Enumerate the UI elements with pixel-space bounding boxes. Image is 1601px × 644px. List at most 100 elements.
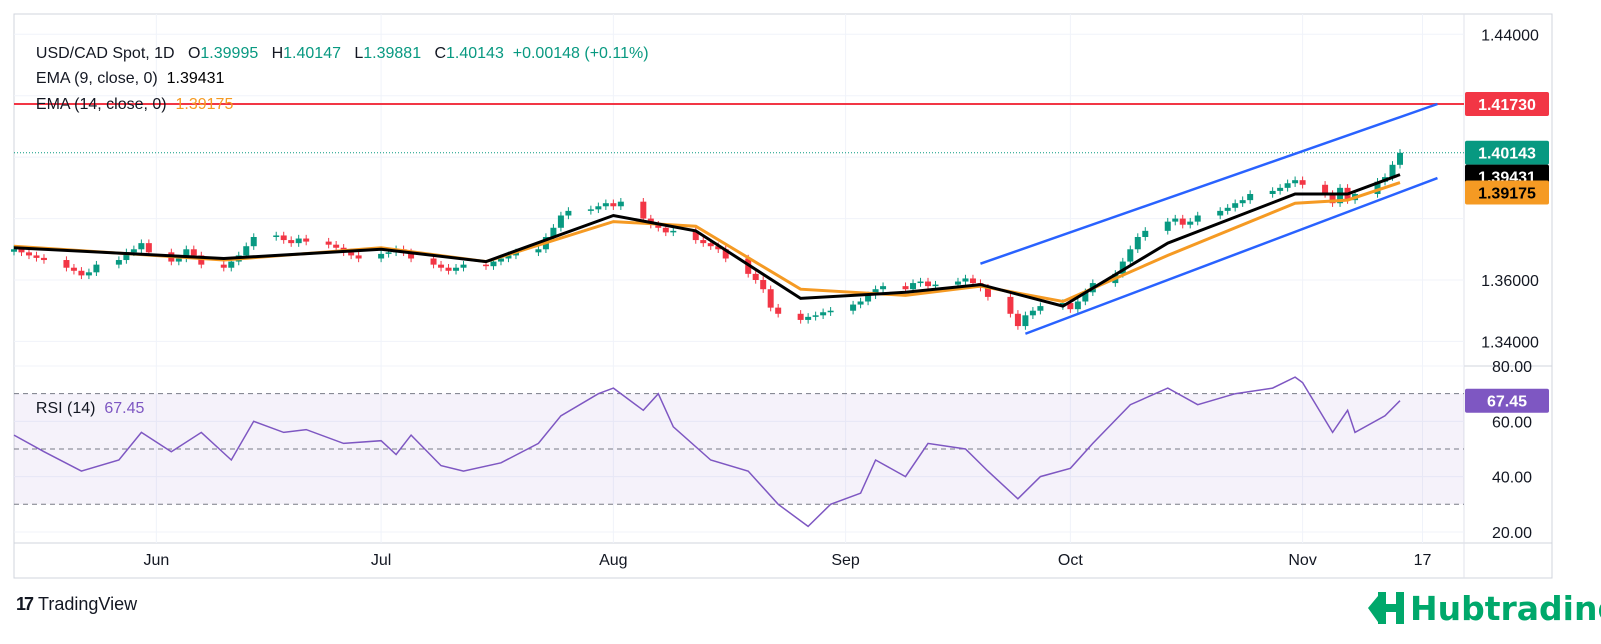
candle-body [1029,310,1036,316]
candle-body [1067,303,1074,310]
price-tick-label: 1.36000 [1481,273,1539,290]
candle-body [1322,184,1329,194]
candle-body [902,286,909,290]
candle-body [505,255,512,259]
candle-body [1217,210,1224,216]
candle-body [25,252,32,256]
candle-body [430,258,437,265]
candle-body [820,312,827,316]
candle-body [408,252,415,259]
candle-body [497,258,504,262]
horizontal-grid [14,33,1464,533]
candle-body [962,278,969,282]
candle-body [932,284,939,287]
price-tick-label: 1.34000 [1481,334,1539,351]
x-tick-label: Jul [371,552,391,569]
candle-body [303,238,310,242]
price-pane-frame [13,13,1553,579]
candle-body [1014,313,1021,327]
x-tick-label: Jun [143,552,169,569]
candle-body [797,313,804,320]
candle-body [1119,261,1126,274]
legend-high-label: H [271,45,284,62]
candle-body [78,270,85,276]
candle-body [385,252,392,254]
candle-body [1299,180,1306,185]
candle-body [557,215,564,228]
candle-body [1194,215,1201,222]
rsi-tick-label: 20.00 [1492,525,1532,542]
candle-body [535,249,542,253]
candle-body [984,287,991,297]
rsi-tick-label: 40.00 [1492,470,1532,487]
candle-body [190,249,197,256]
candle-body [85,272,92,276]
legend-open-label: O [187,45,201,62]
candle-body [700,240,707,244]
candle-body [93,264,100,273]
candle-body [138,243,145,250]
indicator-lines [13,102,1464,528]
candle-body [273,235,280,237]
candle-body [1329,193,1336,204]
rsi-line [13,376,1401,528]
x-tick-label: Oct [1058,552,1083,569]
candle-body [145,243,152,253]
candle-body [595,206,602,210]
hubtrading-h-icon [1368,592,1404,624]
candle-body [1277,187,1284,191]
price-tag-label-resistance: 1.41730 [1478,97,1536,114]
hubtrading-wordmark: Hubtrading [1410,588,1601,628]
x-tick-label: 17 [1414,552,1432,569]
candle-body [1134,236,1141,250]
legend-row-rsi: RSI (14) 67.45 [27,382,145,418]
candle-body [692,230,699,241]
candle-body [910,283,917,290]
candle-body [198,255,205,265]
candle-body [63,260,70,268]
candle-body [857,301,864,305]
candle-body [175,258,182,262]
candle-body [1022,315,1029,327]
candle-body [453,267,460,271]
legend-open: 1.39995 [200,45,259,62]
candle-body [243,246,250,256]
candle-body [355,255,362,259]
candle-body [490,261,497,267]
candle-body [228,261,235,268]
legend-rsi-value: 67.45 [104,400,145,417]
candle-body [1187,221,1194,225]
candle-body [1239,200,1246,204]
ema14-line [13,181,1401,304]
price-tag-resistance [1465,91,1549,116]
price-tag-ema14 [1465,180,1549,205]
channel-lower-line [1024,176,1438,335]
candle-body [1389,164,1396,178]
legend-close: 1.40143 [446,45,504,62]
x-tick-label: Aug [599,552,627,569]
candle-body [333,244,340,248]
tradingview-logo: 17 TradingView [16,594,137,615]
candle-body [70,267,77,271]
rsi-value-tag-label: 67.45 [1487,394,1527,411]
legend-ema14-value: 1.39175 [175,96,234,113]
legend-ema9-label: EMA (9, close, 0) [35,70,158,87]
candle-body [550,227,557,237]
price-tag-last [1465,140,1549,165]
candle-body [325,241,332,245]
candle-body [655,224,662,228]
tradingview-mark-icon: 17 [16,594,34,614]
candle-body [602,203,609,207]
candle-body [1142,230,1149,237]
candle-body [925,281,932,287]
candle-body [775,307,782,314]
candle-body [378,253,385,259]
hubtrading-logo: Hubtrading [1366,588,1601,628]
candle-body [460,264,467,268]
candle-body [1127,249,1134,262]
ema9-line [13,173,1401,308]
candle-body [707,243,714,247]
rsi-tick-label: 80.00 [1492,359,1532,376]
price-tick-label: 1.44000 [1481,27,1539,44]
